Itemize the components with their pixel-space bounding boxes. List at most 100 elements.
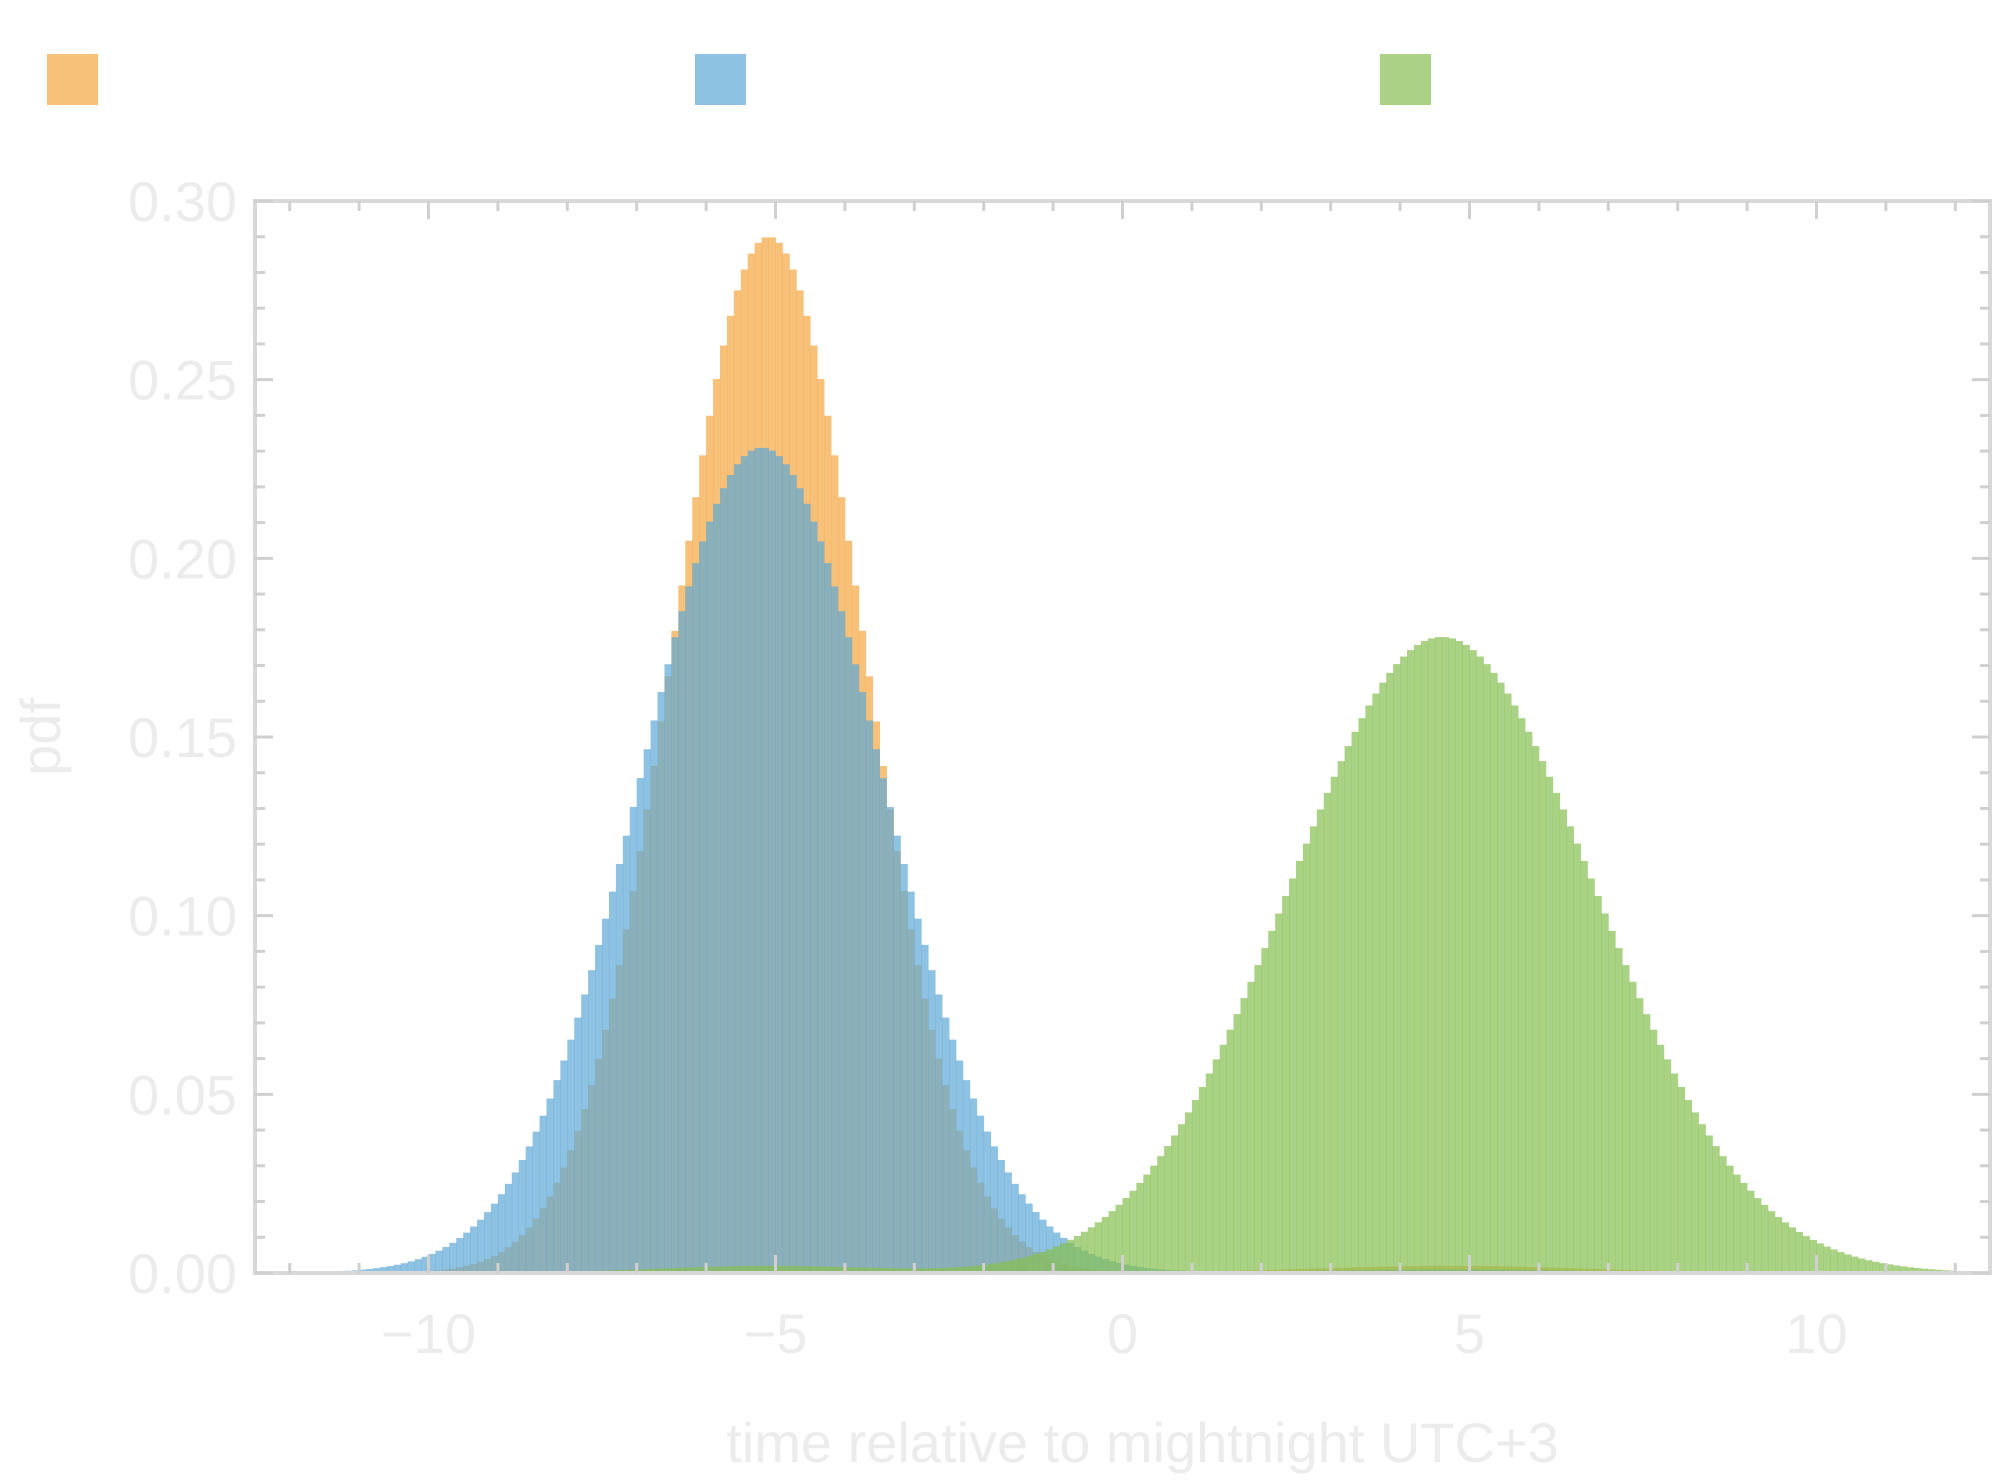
histogram-bar (1726, 1165, 1734, 1273)
histogram-bar (921, 1268, 929, 1273)
histogram-bar (1171, 1135, 1179, 1273)
histogram-bar (942, 1017, 950, 1273)
histogram-bar (893, 835, 901, 1273)
histogram-bar (1615, 948, 1623, 1273)
histogram-bar (1108, 1211, 1116, 1273)
histogram-bar (1719, 1156, 1727, 1273)
histogram-bar (796, 488, 804, 1274)
histogram-bar (1372, 693, 1380, 1273)
histogram-bar (761, 447, 769, 1273)
histogram-bar (921, 944, 929, 1273)
histogram-bar (372, 1268, 381, 1273)
histogram-bar (775, 1265, 783, 1273)
y-tick-label: 0.15 (128, 706, 237, 769)
histogram-bar (1129, 1190, 1137, 1273)
histogram-bar (803, 503, 811, 1274)
histogram-bar (1018, 1257, 1026, 1273)
histogram-bar (1413, 644, 1422, 1273)
histogram-bar (497, 1194, 506, 1273)
histogram-bar (747, 450, 756, 1273)
histogram-bar (1198, 1087, 1207, 1273)
histogram-bar (1885, 1264, 1894, 1273)
histogram-bar (831, 1266, 839, 1273)
histogram-bar (1559, 809, 1568, 1273)
histogram-bar (893, 1268, 901, 1273)
histogram-bar (1247, 981, 1255, 1273)
histogram-bar (900, 1268, 908, 1273)
histogram-bar (1032, 1212, 1040, 1273)
histogram-bar (525, 1146, 533, 1273)
histogram-bar (1448, 638, 1457, 1273)
histogram-bar (539, 1115, 547, 1273)
histogram-bar (962, 1080, 971, 1273)
histogram-bar (907, 891, 915, 1273)
histogram-bar (602, 918, 610, 1273)
histogram-bar (1899, 1266, 1908, 1273)
histogram-bar (1816, 1243, 1824, 1273)
histogram-bar (379, 1267, 388, 1273)
histogram-bar (1212, 1059, 1221, 1273)
histogram-bar (650, 1268, 658, 1273)
histogram-bar (1754, 1198, 1762, 1273)
histogram-bar (664, 1268, 672, 1273)
histogram-bar (914, 1268, 922, 1273)
histogram-bar (1080, 1231, 1089, 1273)
histogram-bar (949, 1039, 957, 1273)
histogram-bar (1053, 1246, 1061, 1273)
histogram-bars (324, 237, 1963, 1274)
histogram-bar (1830, 1249, 1838, 1273)
histogram-bar (1462, 644, 1470, 1273)
y-tick-label: 0.00 (128, 1242, 237, 1305)
histogram-bar (1073, 1235, 1082, 1273)
histogram-bar (1455, 641, 1463, 1273)
histogram-bar (886, 1268, 894, 1273)
histogram-bar (1115, 1204, 1123, 1273)
histogram-bar (615, 863, 624, 1273)
histogram-bar (1691, 1112, 1699, 1273)
histogram-bar (560, 1060, 568, 1273)
histogram-bar (997, 1262, 1005, 1273)
histogram-bar (1344, 746, 1352, 1273)
series-3 (553, 637, 1963, 1273)
histogram-bar (865, 1267, 874, 1273)
histogram-bar (1809, 1239, 1817, 1273)
histogram-bar (713, 503, 721, 1273)
histogram-bar (1205, 1073, 1214, 1273)
legend-swatch-2 (695, 54, 746, 105)
histogram-bar (761, 1265, 769, 1273)
histogram-bar (692, 563, 700, 1273)
histogram-bar (393, 1264, 402, 1273)
histogram-bar (1913, 1268, 1921, 1273)
histogram-bar (949, 1267, 957, 1273)
legend-swatch-3 (1380, 54, 1431, 105)
histogram-bar (671, 1267, 679, 1273)
histogram-bar (983, 1131, 992, 1273)
histogram-bar (553, 1080, 561, 1273)
histogram-bar (768, 450, 776, 1274)
histogram-bar (1712, 1146, 1720, 1273)
histogram-bar (657, 692, 665, 1273)
x-tick-label: 0 (1107, 1302, 1138, 1365)
histogram-bar (789, 1265, 797, 1273)
histogram-bar (1004, 1172, 1012, 1273)
histogram-bar (1740, 1182, 1748, 1273)
y-tick-label: 0.25 (128, 349, 237, 412)
histogram-bar (608, 891, 617, 1273)
histogram-bar (1282, 895, 1290, 1273)
histogram-bar (1511, 705, 1519, 1273)
histogram-bar (1219, 1044, 1227, 1273)
histogram-bar (976, 1265, 985, 1273)
histogram-bar (511, 1172, 520, 1273)
histogram-bar (872, 1267, 880, 1273)
histogram-bar (706, 1266, 714, 1273)
histogram-bar (1774, 1217, 1783, 1273)
histogram-bar (532, 1131, 540, 1273)
histogram-bar (1518, 718, 1526, 1273)
histogram-bar (1636, 998, 1644, 1273)
histogram-bar (671, 637, 679, 1273)
histogram-bar (1358, 718, 1366, 1273)
histogram-bar (1670, 1073, 1679, 1273)
histogram-bar (990, 1263, 998, 1273)
y-tick-label: 0.20 (128, 527, 237, 590)
histogram-bar (1191, 1099, 1200, 1273)
